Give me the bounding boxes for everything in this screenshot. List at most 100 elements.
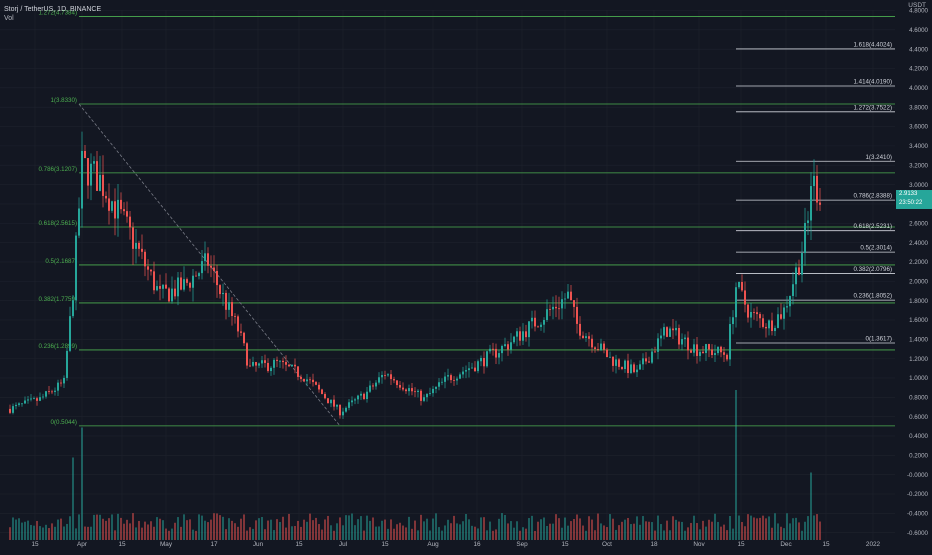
volume-bar (210, 519, 212, 540)
volume-bar (675, 519, 677, 540)
price-tick-label: 2.2000 (909, 259, 928, 266)
fib-retracement[interactable]: 1.272(4.7384) 1(3.8330) 0.786(3.1207) 0.618… (38, 9, 895, 427)
candle-body (765, 326, 767, 329)
candle-body (384, 375, 386, 376)
price-tick-label: 2.0000 (909, 278, 928, 285)
candle-body (276, 359, 278, 361)
candle-body (48, 391, 50, 393)
volume-bar (777, 523, 779, 540)
volume-bar (252, 528, 254, 540)
volume-bar (426, 518, 428, 540)
candle-body (57, 382, 59, 391)
volume-bar (387, 528, 389, 540)
time-tick-label: Sep (516, 541, 528, 548)
volume-bar (279, 521, 281, 540)
volume-bar (99, 514, 101, 540)
price-axis[interactable]: 4.8000 4.6000 4.4000 4.2000 4.0000 3.8000 3.60… (907, 8, 929, 537)
candle-body (741, 281, 743, 291)
volume-bar (636, 516, 638, 540)
candle-body (90, 163, 92, 186)
volume-bar (819, 521, 821, 540)
price-tick-label: 3.4000 (909, 143, 928, 150)
price-tick-label: 1.8000 (909, 298, 928, 305)
candle-body (495, 348, 497, 358)
fib-extension-label: 1.272(3.7522) (853, 104, 892, 111)
volume-bar (195, 530, 197, 540)
time-axis[interactable]: 15 Apr 15 May 17 Jun 15 Jul 15 Aug 16 Sep 15 Oct 18 Nov… (31, 541, 880, 548)
candle-body (774, 327, 776, 332)
volume-bar (303, 519, 305, 540)
candle-body (216, 270, 218, 286)
volume-bar (201, 515, 203, 540)
time-tick-label: May (160, 541, 173, 548)
volume-bar (462, 521, 464, 540)
candle-body (114, 201, 116, 219)
volume-bar (531, 515, 533, 540)
candle-body (738, 281, 740, 288)
volume-bar (789, 523, 791, 540)
candle-body (492, 348, 494, 350)
candle-body (309, 379, 311, 381)
volume-bar (669, 530, 671, 540)
volume-bar (354, 525, 356, 540)
candle-body (453, 380, 455, 381)
volume-bar (81, 427, 83, 540)
volume-bar (429, 530, 431, 540)
volume-bar (171, 528, 173, 540)
fib-extension-label: 0.786(2.8388) (853, 193, 892, 200)
fib-level-label: 0.618(2.5615) (38, 220, 77, 227)
candle-body (315, 382, 317, 385)
price-tick-label: 2.4000 (909, 240, 928, 247)
volume-bar (624, 519, 626, 540)
volume-bar (141, 527, 143, 540)
candle-body (435, 386, 437, 389)
candle-body (249, 365, 251, 367)
fib-extension[interactable]: 1.618(4.4024) 1.414(4.0190) 1.272(3.7522) 1… (736, 41, 895, 344)
candle-body (759, 314, 761, 319)
volume-bar (501, 513, 503, 540)
trend-line[interactable] (78, 103, 341, 427)
candle-body (630, 364, 632, 374)
volume-bar (417, 530, 419, 540)
symbol-title[interactable]: Storj / TetherUS, 1D, BINANCE (4, 6, 102, 13)
volume-bar (75, 528, 77, 540)
candle-body (165, 284, 167, 289)
candle-body (624, 360, 626, 369)
fib-extension-label: 1(3.2410) (866, 154, 893, 161)
candle-body (684, 337, 686, 340)
volume-bar (552, 523, 554, 540)
candle-body (471, 367, 473, 369)
candle-body (327, 398, 329, 404)
volume-bar (579, 518, 581, 540)
time-tick-label: 18 (650, 541, 658, 548)
price-tick-label: 1.0000 (909, 375, 928, 382)
volume-bar (678, 521, 680, 540)
candle-body (243, 332, 245, 344)
volume-bar (351, 513, 353, 540)
candle-body (135, 242, 137, 249)
volume-bar (276, 519, 278, 540)
volume-bar (144, 521, 146, 540)
volume-bar (504, 514, 506, 540)
candle-body (558, 308, 560, 310)
volume-bar (510, 521, 512, 540)
candle-body (771, 320, 773, 332)
price-tick-label: 1.4000 (909, 336, 928, 343)
volume-bar (207, 522, 209, 540)
candle-body (675, 327, 677, 331)
candle-body (402, 387, 404, 390)
candle-body (798, 267, 800, 275)
candle-body (60, 382, 62, 384)
candle-body (129, 216, 131, 228)
volume-bar (618, 525, 620, 540)
candle-body (168, 288, 170, 302)
price-tick-label: -0.2000 (907, 491, 929, 498)
volume-bar (672, 516, 674, 540)
volume-bar (39, 526, 41, 540)
volume-bar (333, 530, 335, 540)
candle-body (345, 407, 347, 412)
candle-body (183, 279, 185, 290)
candle-body (318, 384, 320, 390)
